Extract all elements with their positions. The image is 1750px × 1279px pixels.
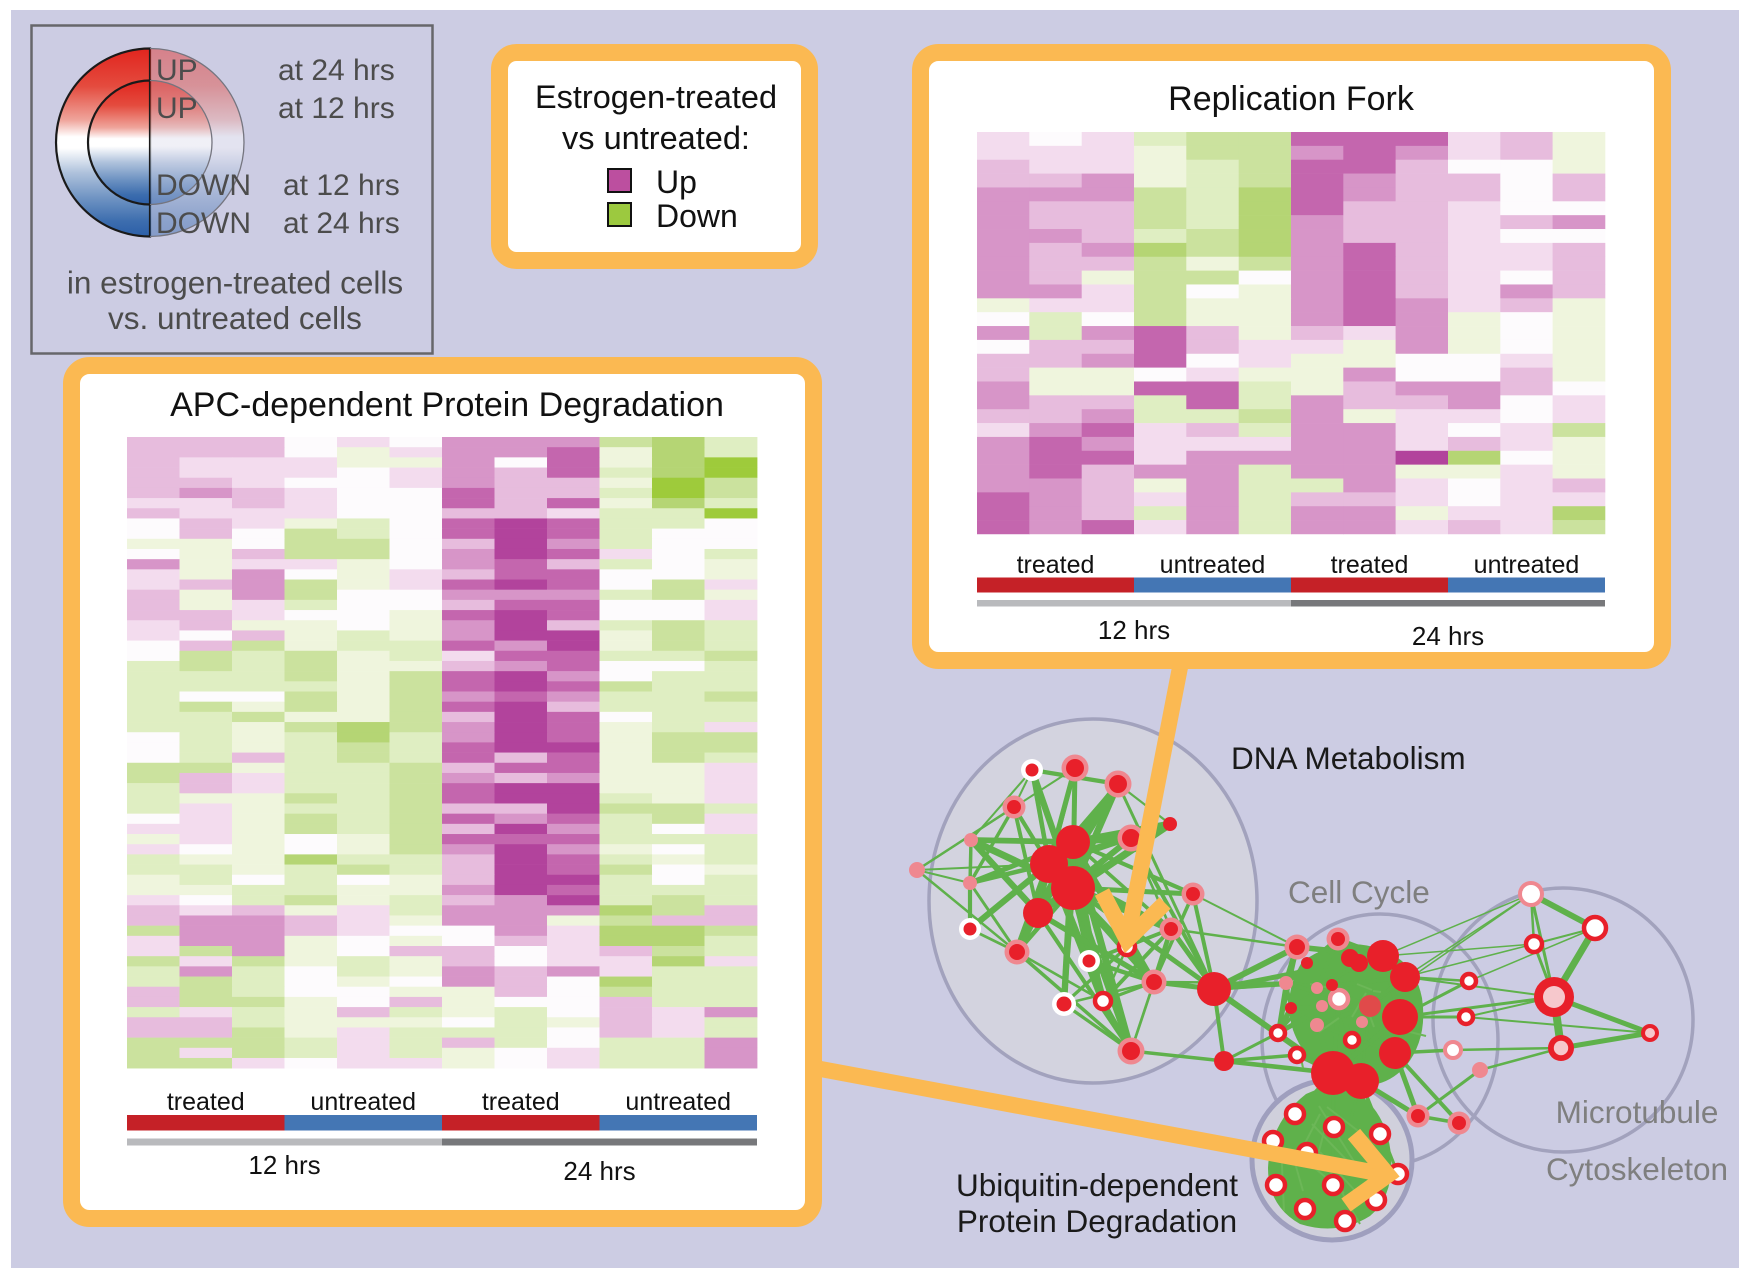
svg-text:24 hrs: 24 hrs — [563, 1156, 635, 1186]
svg-text:UP: UP — [156, 54, 198, 87]
svg-text:at 24 hrs: at 24 hrs — [278, 54, 395, 87]
svg-text:vs. untreated cells: vs. untreated cells — [108, 300, 362, 336]
svg-text:treated: treated — [1017, 551, 1095, 579]
svg-text:DOWN: DOWN — [156, 169, 251, 202]
svg-text:untreated: untreated — [1160, 551, 1266, 579]
svg-text:at 12 hrs: at 12 hrs — [283, 169, 400, 202]
svg-text:Protein Degradation: Protein Degradation — [957, 1203, 1237, 1239]
svg-text:DNA Metabolism: DNA Metabolism — [1231, 740, 1466, 776]
svg-text:Up: Up — [656, 164, 697, 200]
svg-text:treated: treated — [1331, 551, 1409, 579]
svg-text:UP: UP — [156, 92, 198, 125]
svg-text:at 12 hrs: at 12 hrs — [278, 92, 395, 125]
svg-text:treated: treated — [167, 1088, 245, 1116]
svg-text:12 hrs: 12 hrs — [1098, 615, 1170, 645]
svg-text:untreated: untreated — [625, 1088, 731, 1116]
svg-text:Estrogen-treated: Estrogen-treated — [535, 79, 777, 115]
svg-text:APC-dependent Protein Degradat: APC-dependent Protein Degradation — [170, 386, 724, 424]
svg-text:treated: treated — [482, 1088, 560, 1116]
svg-text:untreated: untreated — [310, 1088, 416, 1116]
svg-text:Cytoskeleton: Cytoskeleton — [1546, 1151, 1728, 1187]
svg-text:in estrogen-treated cells: in estrogen-treated cells — [67, 265, 403, 301]
svg-text:Replication Fork: Replication Fork — [1168, 80, 1415, 118]
svg-text:Ubiquitin-dependent: Ubiquitin-dependent — [956, 1167, 1238, 1203]
svg-text:at 24 hrs: at 24 hrs — [283, 207, 400, 240]
svg-text:vs untreated:: vs untreated: — [562, 120, 750, 156]
svg-text:12 hrs: 12 hrs — [248, 1150, 320, 1180]
svg-text:Microtubule: Microtubule — [1556, 1094, 1719, 1130]
svg-text:Down: Down — [656, 198, 738, 234]
svg-text:24 hrs: 24 hrs — [1412, 621, 1484, 651]
svg-text:untreated: untreated — [1474, 551, 1580, 579]
svg-text:Cell Cycle: Cell Cycle — [1288, 874, 1430, 910]
svg-text:DOWN: DOWN — [156, 207, 251, 240]
